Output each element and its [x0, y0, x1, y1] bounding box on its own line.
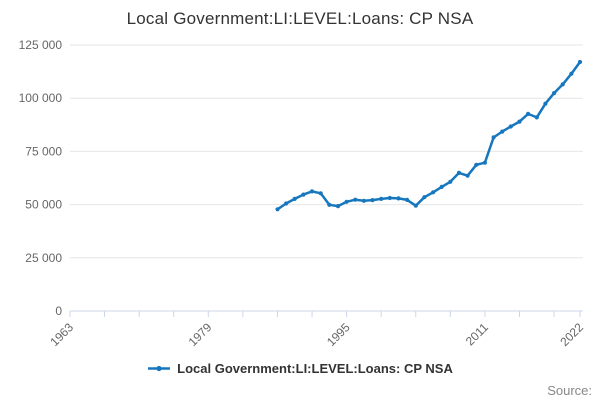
data-point-marker[interactable] [517, 119, 522, 124]
data-point-marker[interactable] [526, 111, 531, 116]
data-point-marker[interactable] [500, 129, 505, 134]
data-point-marker[interactable] [387, 195, 392, 201]
data-point-marker[interactable] [491, 135, 496, 140]
y-tick-label: 25 000 [25, 251, 62, 265]
source-label: Source: [547, 383, 592, 398]
data-point-marker[interactable] [534, 115, 539, 120]
data-point-marker[interactable] [292, 196, 297, 201]
data-point-marker[interactable] [577, 59, 583, 65]
x-axis [69, 310, 583, 317]
data-point-marker[interactable] [301, 192, 306, 197]
y-tick-label: 0 [55, 304, 62, 318]
data-point-marker[interactable] [422, 195, 427, 200]
data-point-marker[interactable] [335, 204, 341, 209]
x-tick-label: 2022 [557, 320, 586, 349]
x-axis-labels: 1963 1979 1995 2011 2022 [47, 320, 586, 349]
data-point-marker[interactable] [560, 82, 565, 87]
series-loans[interactable] [275, 59, 583, 212]
legend-label: Local Government:LI:LEVEL:Loans: CP NSA [177, 361, 453, 376]
data-point-marker[interactable] [353, 197, 358, 202]
y-gridlines [70, 44, 583, 259]
data-point-marker[interactable] [370, 198, 375, 203]
legend-line-icon [148, 365, 171, 372]
data-point-marker[interactable] [379, 196, 384, 201]
x-tick-label: 1963 [47, 320, 76, 349]
y-tick-label: 125 000 [19, 38, 63, 52]
data-point-marker[interactable] [327, 202, 332, 207]
data-point-marker[interactable] [552, 91, 557, 96]
data-point-marker[interactable] [396, 196, 401, 201]
data-point-marker[interactable] [405, 197, 410, 202]
y-tick-label: 100 000 [19, 91, 63, 105]
y-axis-labels: 0 25 000 50 000 75 000 100 000 125 000 [19, 38, 63, 318]
legend[interactable]: Local Government:LI:LEVEL:Loans: CP NSA [0, 361, 600, 376]
data-point-marker[interactable] [456, 170, 462, 175]
x-tick-label: 1995 [324, 320, 353, 349]
line-chart: 0 25 000 50 000 75 000 100 000 125 000 1963 197… [19, 38, 587, 349]
data-point-marker[interactable] [482, 160, 487, 165]
x-tick-label: 2011 [463, 320, 491, 348]
data-point-marker[interactable] [413, 203, 418, 208]
y-tick-label: 75 000 [25, 144, 62, 158]
data-point-marker[interactable] [344, 199, 349, 204]
x-tick-label: 1979 [186, 320, 215, 349]
y-tick-label: 50 000 [25, 198, 62, 212]
data-point-marker[interactable] [431, 190, 436, 195]
data-point-marker[interactable] [284, 201, 289, 206]
series-line[interactable] [276, 60, 582, 211]
data-point-marker[interactable] [361, 198, 366, 203]
data-point-marker[interactable] [275, 207, 280, 212]
data-point-marker[interactable] [465, 173, 470, 178]
data-point-marker[interactable] [439, 184, 444, 189]
data-point-marker[interactable] [508, 124, 513, 129]
data-point-marker[interactable] [569, 71, 574, 76]
chart-title: Local Government:LI:LEVEL:Loans: CP NSA [126, 9, 474, 28]
data-point-marker[interactable] [474, 162, 479, 167]
data-point-marker[interactable] [543, 101, 548, 106]
data-point-marker[interactable] [318, 191, 323, 196]
data-point-marker[interactable] [448, 179, 453, 184]
data-point-marker[interactable] [309, 189, 315, 194]
